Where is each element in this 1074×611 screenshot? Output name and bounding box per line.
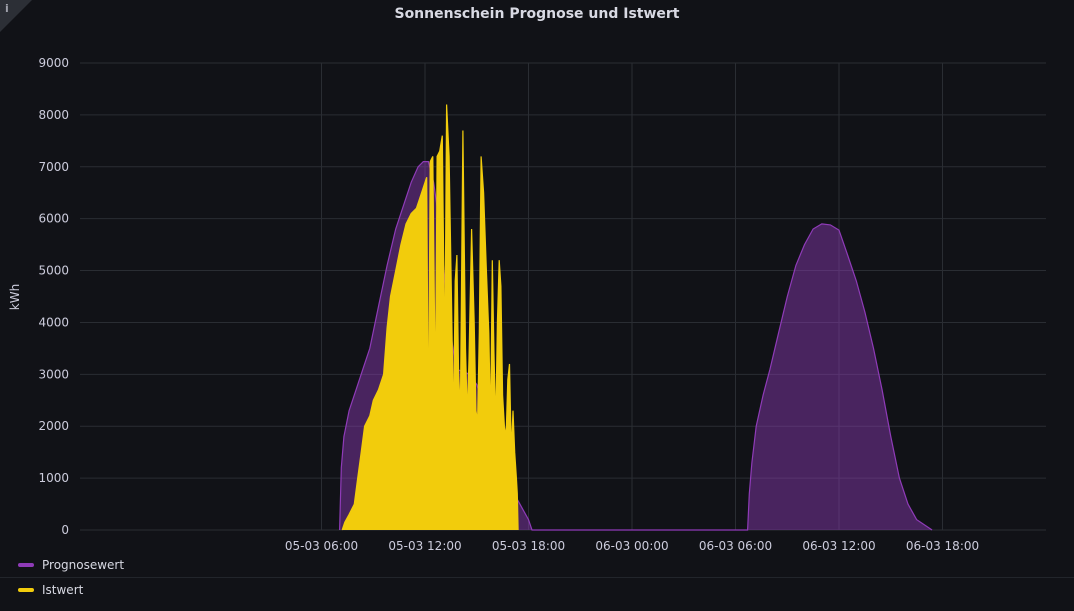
series-line-istwert xyxy=(341,104,519,531)
y-tick-label: 4000 xyxy=(38,315,69,329)
y-tick-label: 1000 xyxy=(38,471,69,485)
y-tick-label: 7000 xyxy=(38,160,69,174)
legend-label-istwert: Istwert xyxy=(42,583,84,597)
legend-label-prognosewert: Prognosewert xyxy=(42,558,125,572)
y-tick-label: 5000 xyxy=(38,264,69,278)
y-tick-label: 8000 xyxy=(38,108,69,122)
chart-title: Sonnenschein Prognose und Istwert xyxy=(394,6,680,22)
legend: Prognosewert Istwert xyxy=(0,553,1074,602)
x-axis-ticks: 05-03 06:00 05-03 12:00 05-03 18:00 06-03 0… xyxy=(285,539,979,553)
info-icon[interactable]: i xyxy=(0,0,32,32)
legend-swatch-prognosewert xyxy=(18,563,34,567)
legend-item-prognosewert[interactable]: Prognosewert xyxy=(0,553,1074,577)
series-areas xyxy=(339,104,933,531)
legend-item-istwert[interactable]: Istwert xyxy=(0,577,1074,602)
x-tick-label: 06-03 18:00 xyxy=(906,539,979,553)
y-axis-label: kWh xyxy=(8,284,22,310)
x-tick-label: 05-03 06:00 xyxy=(285,539,358,553)
x-tick-label: 06-03 00:00 xyxy=(595,539,668,553)
y-tick-label: 6000 xyxy=(38,212,69,226)
x-tick-label: 06-03 12:00 xyxy=(802,539,875,553)
x-tick-label: 06-03 06:00 xyxy=(699,539,772,553)
grid xyxy=(80,62,1046,531)
y-tick-label: 2000 xyxy=(38,419,69,433)
legend-swatch-istwert xyxy=(18,588,34,592)
chart-plot: 0 1000 2000 3000 4000 5000 6000 7000 8000 9000 05… xyxy=(8,56,1046,553)
y-tick-label: 3000 xyxy=(38,367,69,381)
series-area-istwert xyxy=(342,104,519,530)
x-tick-label: 05-03 12:00 xyxy=(388,539,461,553)
y-tick-label: 0 xyxy=(61,523,69,537)
y-axis-ticks: 0 1000 2000 3000 4000 5000 6000 7000 8000 9000 xyxy=(38,56,69,537)
svg-text:i: i xyxy=(5,2,9,15)
x-tick-label: 05-03 18:00 xyxy=(492,539,565,553)
y-tick-label: 9000 xyxy=(38,56,69,70)
